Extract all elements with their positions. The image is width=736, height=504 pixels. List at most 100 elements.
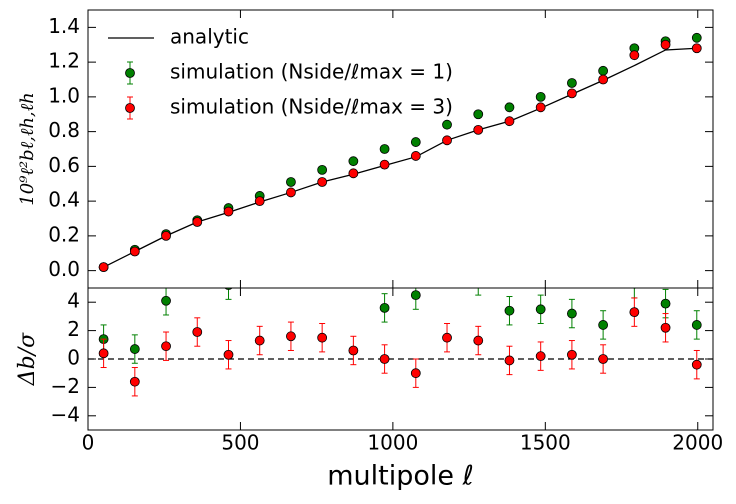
- point: [629, 50, 640, 61]
- point: [598, 74, 609, 85]
- y-axis-label: Δb/σ: [15, 332, 40, 386]
- point: [161, 341, 171, 352]
- point: [567, 308, 577, 319]
- point: [410, 290, 421, 301]
- y-tick-label: −2: [51, 374, 80, 398]
- point: [193, 269, 202, 278]
- legend-marker: [125, 103, 135, 113]
- point: [410, 151, 421, 161]
- y-tick-label: 1.2: [48, 49, 80, 73]
- point: [504, 102, 515, 113]
- point: [223, 206, 234, 217]
- point: [473, 335, 484, 346]
- point: [691, 359, 702, 370]
- point: [567, 88, 577, 99]
- point: [629, 307, 640, 318]
- point: [379, 144, 390, 154]
- y-tick-label: 0: [67, 346, 80, 370]
- point: [286, 177, 296, 187]
- point: [598, 320, 609, 330]
- point: [567, 349, 577, 360]
- point: [443, 262, 452, 271]
- point: [631, 288, 637, 289]
- point: [442, 332, 452, 343]
- y-tick-label: 0.4: [48, 188, 80, 212]
- y-tick-label: 0.8: [48, 118, 80, 142]
- point: [286, 255, 295, 264]
- point: [535, 304, 546, 315]
- point: [129, 344, 140, 354]
- plot-area: [98, 32, 702, 273]
- x-tick-label: 1500: [520, 431, 571, 455]
- x-axis-label: multipole ℓ: [327, 461, 474, 492]
- x-tick-label: 500: [221, 431, 259, 455]
- point: [473, 124, 484, 135]
- point: [473, 109, 484, 120]
- point: [504, 116, 515, 127]
- point: [223, 349, 234, 360]
- axes-frame: [87, 287, 714, 431]
- y-tick-label: 1.4: [48, 14, 80, 38]
- point: [410, 137, 421, 147]
- legend-label: simulation (Nside/ℓmax = 3): [170, 95, 453, 119]
- point: [535, 351, 546, 362]
- point: [660, 39, 671, 50]
- x-tick-label: 1000: [367, 431, 418, 455]
- x-tick-label: 2000: [672, 431, 723, 455]
- point: [286, 187, 296, 198]
- point: [379, 302, 390, 313]
- legend-label: analytic: [170, 25, 249, 49]
- y-tick-label: 0.2: [48, 222, 80, 246]
- point: [348, 345, 359, 356]
- point: [598, 65, 609, 76]
- point: [410, 368, 421, 379]
- x-tick-label: 0: [82, 431, 95, 455]
- point: [504, 355, 515, 366]
- point: [660, 322, 671, 333]
- point: [691, 43, 702, 54]
- point: [660, 298, 671, 309]
- plot-area: [88, 248, 713, 397]
- point: [98, 262, 109, 273]
- point: [161, 230, 171, 241]
- y-tick-label: 0.0: [48, 257, 80, 281]
- line: [103, 47, 697, 268]
- legend-marker: [125, 68, 135, 78]
- point: [535, 102, 546, 113]
- point: [317, 177, 328, 187]
- point: [442, 119, 452, 130]
- point: [254, 196, 265, 207]
- point: [255, 262, 264, 271]
- point: [598, 354, 609, 364]
- point: [286, 331, 296, 342]
- point: [535, 91, 546, 102]
- y-axis-label: 10⁹ℓ²bℓ,ℓh,ℓh: [17, 92, 38, 205]
- point: [379, 159, 390, 170]
- point: [318, 248, 327, 257]
- point: [129, 246, 140, 257]
- point: [98, 348, 109, 359]
- y-tick-label: 4: [67, 289, 80, 313]
- y-tick-label: 2: [67, 317, 80, 341]
- y-tick-label: 0.6: [48, 153, 80, 177]
- point: [192, 217, 203, 227]
- point: [254, 335, 265, 346]
- point: [691, 320, 702, 330]
- point: [129, 376, 140, 387]
- point: [474, 276, 483, 285]
- axes-frame: [87, 9, 714, 289]
- y-tick-label: 1.0: [48, 83, 80, 107]
- point: [691, 32, 702, 43]
- point: [192, 327, 203, 337]
- point: [442, 135, 452, 146]
- point: [317, 332, 328, 343]
- point: [348, 168, 359, 179]
- y-tick-label: −4: [51, 402, 80, 426]
- point: [379, 354, 390, 364]
- point: [504, 305, 515, 316]
- point: [349, 248, 358, 257]
- point: [567, 78, 577, 88]
- point: [161, 295, 171, 306]
- point: [348, 156, 359, 167]
